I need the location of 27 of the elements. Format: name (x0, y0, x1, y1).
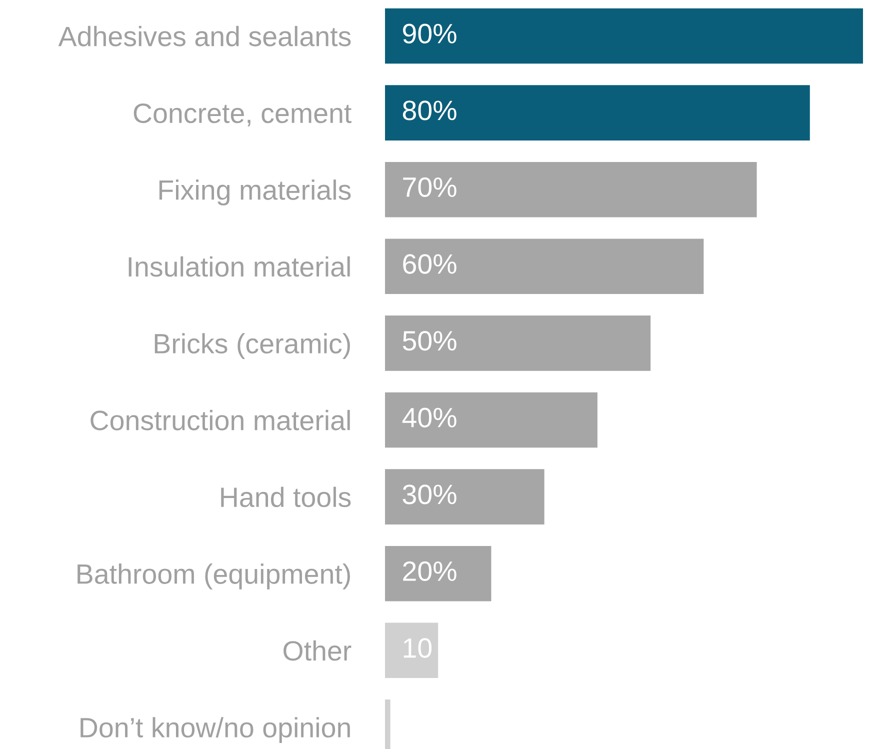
bar (385, 392, 598, 448)
data-label: 90% (403, 24, 456, 44)
y-tick-label: Concrete, cement (134, 103, 352, 126)
y-tick-label: Construction material (90, 410, 350, 430)
bar (385, 546, 492, 602)
bar (385, 8, 863, 64)
bar (385, 622, 438, 678)
data-label: 40% (402, 408, 456, 428)
y-tick-label: Hand tools (221, 486, 351, 508)
y-tick-label: Don’t know/no opinion (80, 717, 350, 744)
bar (385, 316, 651, 371)
data-label: 60% (403, 254, 456, 274)
y-tick-label: Adhesives and sealants (58, 26, 351, 46)
bar (385, 85, 810, 140)
data-label: 20% (403, 561, 456, 582)
y-tick-label: Bathroom (equipment) (78, 564, 350, 590)
y-tick-label: Fixing materials (159, 180, 351, 206)
bar (385, 238, 704, 294)
y-tick-label: Other (284, 640, 352, 661)
data-label: 30% (402, 484, 456, 504)
bar (385, 469, 544, 524)
data-label: 80% (402, 100, 456, 120)
y-tick-label: Insulation material (128, 256, 350, 277)
data-label: 50% (402, 330, 456, 351)
data-label: 70% (403, 177, 456, 198)
bar (385, 162, 757, 218)
y-tick-label: Bricks (ceramic) (154, 333, 350, 360)
